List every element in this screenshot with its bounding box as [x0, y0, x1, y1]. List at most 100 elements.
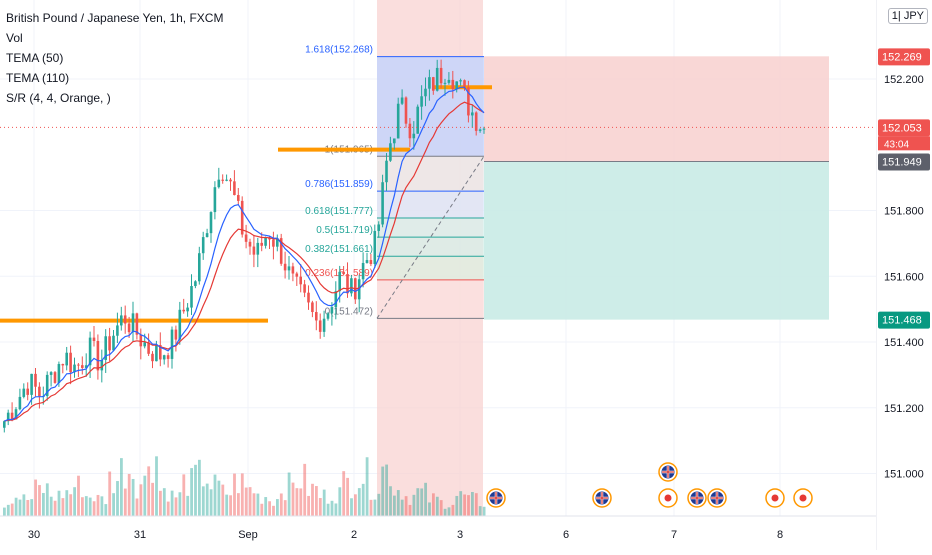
price-chart[interactable]: 1.618(152.268)1(151.965)0.786(151.859)0.… — [0, 0, 876, 550]
candle-body — [330, 307, 334, 314]
candle-body — [424, 88, 427, 97]
volume-bars — [3, 456, 486, 516]
price-axis-label: 152.200 — [884, 74, 924, 86]
candle-body — [221, 179, 224, 181]
candle-body — [404, 97, 408, 124]
fib-zone — [377, 218, 484, 238]
fib-zone — [377, 237, 484, 257]
candle-body — [373, 230, 377, 265]
candle-body — [435, 67, 439, 91]
candle-body — [260, 242, 263, 246]
candle-body — [88, 337, 92, 366]
volume-bar — [287, 472, 291, 516]
volume-bar — [6, 504, 10, 516]
candle-body — [412, 133, 416, 139]
candle-body — [26, 388, 29, 395]
vol-indicator-label[interactable]: Vol — [6, 31, 23, 45]
volume-bar — [174, 497, 178, 516]
candle-body — [393, 138, 396, 144]
volume-bar — [237, 493, 240, 516]
volume-bar — [77, 475, 80, 516]
gb-flag-event-icon[interactable] — [658, 462, 678, 482]
volume-bar — [471, 492, 474, 516]
fib-zone — [377, 191, 484, 219]
volume-bar — [84, 496, 88, 516]
volume-bar — [455, 495, 459, 516]
volume-bar — [131, 478, 135, 516]
volume-bar — [459, 491, 463, 516]
volume-bar — [34, 479, 37, 516]
volume-bar — [49, 496, 53, 516]
volume-bar — [350, 498, 353, 516]
volume-bar — [322, 489, 326, 516]
gb-flag-event-icon[interactable] — [486, 488, 506, 508]
volume-bar — [42, 492, 45, 516]
volume-bar — [400, 499, 404, 516]
tema50-indicator-label[interactable]: TEMA (50) — [6, 51, 64, 65]
economic-event-icon[interactable] — [658, 488, 678, 508]
volume-bar — [3, 507, 6, 516]
stop-loss-zone — [484, 56, 829, 162]
volume-bar — [229, 495, 232, 516]
time-axis-label: 2 — [351, 529, 357, 541]
candle-body — [443, 82, 447, 84]
volume-bar — [334, 503, 338, 516]
current-price-badge — [878, 119, 930, 137]
volume-bar — [299, 488, 303, 516]
candle-body — [112, 335, 115, 351]
candle-body — [73, 364, 76, 373]
stop-price-badge — [878, 48, 930, 66]
volume-bar — [283, 500, 287, 516]
candle-body — [178, 309, 182, 340]
volume-bar — [447, 507, 451, 516]
volume-bar — [240, 473, 244, 516]
volume-bar — [38, 485, 41, 516]
candle-body — [342, 271, 345, 275]
volume-bar — [120, 458, 123, 516]
volume-bar — [424, 482, 427, 516]
candle-body — [334, 291, 338, 308]
volume-bar — [330, 500, 334, 516]
volume-bar — [408, 504, 412, 516]
tema110-indicator-label[interactable]: TEMA (110) — [6, 71, 70, 85]
volume-bar — [420, 488, 424, 516]
sr-indicator-label[interactable]: S/R (4, 4, Orange, ) — [6, 91, 111, 105]
candle-body — [385, 160, 388, 183]
volume-bar — [373, 499, 377, 516]
volume-bar — [346, 477, 349, 516]
candle-body — [338, 271, 341, 292]
currency-selector[interactable]: 1| JPY — [887, 8, 928, 24]
candle-body — [474, 112, 478, 131]
candle-body — [57, 364, 61, 383]
volume-bar — [412, 494, 416, 516]
volume-bar — [116, 481, 119, 516]
economic-event-icon[interactable] — [765, 488, 785, 508]
volume-bar — [81, 497, 84, 516]
volume-bar — [217, 480, 221, 516]
symbol-title[interactable]: British Pound / Japanese Yen, 1h, FXCM — [6, 11, 224, 25]
fib-level-label: 0.618(151.777) — [305, 206, 373, 217]
candle-body — [252, 246, 256, 255]
candle-body — [233, 181, 236, 196]
economic-event-icon[interactable] — [793, 488, 813, 508]
volume-bar — [295, 488, 299, 516]
volume-bar — [318, 498, 322, 516]
fib-level-label: 1.618(152.268) — [305, 45, 373, 56]
gb-flag-event-icon[interactable] — [687, 488, 707, 508]
entry-price-badge — [878, 153, 930, 171]
price-axis[interactable]: 1| JPY 152.200 151.800 151.600 151.400 151.2… — [875, 0, 932, 550]
candle-body — [408, 123, 412, 139]
volume-bar — [155, 456, 158, 516]
volume-bar — [45, 483, 49, 516]
candle-body — [34, 373, 37, 387]
gb-flag-event-icon[interactable] — [707, 488, 727, 508]
volume-bar — [166, 501, 170, 516]
candle-body — [237, 195, 240, 201]
volume-bar — [467, 495, 470, 516]
entry-price-badge-text: 151.949 — [882, 157, 922, 169]
gb-flag-event-icon[interactable] — [592, 488, 612, 508]
tema50-line — [4, 86, 485, 422]
candle-body — [123, 315, 127, 324]
candle-body — [283, 263, 287, 271]
volume-bar — [385, 464, 388, 516]
